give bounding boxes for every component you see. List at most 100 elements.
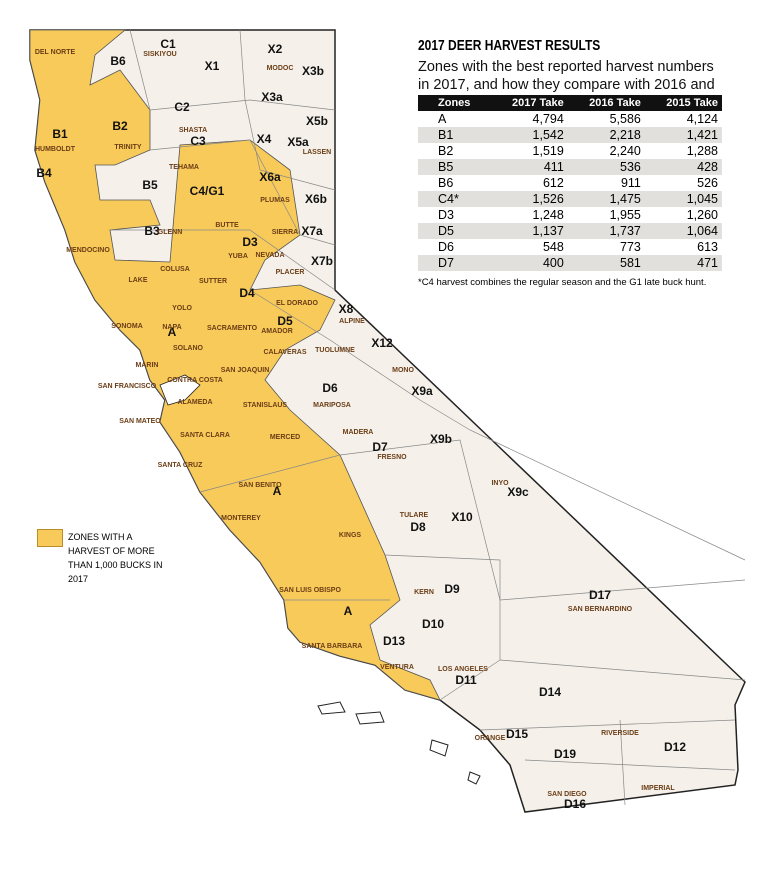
zone-label: X4: [257, 132, 272, 146]
table-cell: A: [438, 112, 447, 126]
county-label: RIVERSIDE: [601, 730, 639, 737]
zone-label: X3a: [261, 90, 283, 104]
zone-label: X6a: [259, 170, 281, 184]
county-label: SHASTA: [179, 127, 207, 134]
table-cell: C4*: [418, 191, 491, 207]
county-label: MARIN: [136, 362, 159, 369]
table-row: D5 1,137 1,737 1,064: [418, 223, 722, 239]
county-label: SACRAMENTO: [207, 325, 258, 332]
county-label: MENDOCINO: [66, 247, 110, 254]
zone-label: D19: [554, 747, 576, 761]
table-row: D6 548 773 613: [418, 239, 722, 255]
zone-label: D15: [506, 727, 528, 741]
county-label: SOLANO: [173, 345, 204, 352]
zone-label: A: [168, 325, 177, 339]
table-cell: 2,240: [609, 144, 641, 158]
zone-label: A: [273, 484, 282, 498]
zone-label: D3: [242, 235, 258, 249]
zone-label: B1: [52, 127, 68, 141]
zone-label: D6: [322, 381, 338, 395]
table-cell: 1,519: [532, 144, 564, 158]
zone-label: C4/G1: [190, 184, 225, 198]
table-cell: 1,526: [490, 191, 568, 207]
zone-label: B6: [110, 54, 126, 68]
table-cell: D3: [438, 208, 454, 222]
county-label: SANTA CLARA: [180, 432, 230, 439]
county-label: DEL NORTE: [35, 49, 76, 56]
table-cell: 1,955: [609, 208, 641, 222]
zone-label: A: [344, 604, 353, 618]
table-cell: 5,586: [609, 112, 641, 126]
table-cell: 581: [567, 255, 645, 271]
table-cell: 400: [490, 255, 568, 271]
county-label: BUTTE: [215, 222, 239, 229]
zone-label: D11: [455, 673, 477, 687]
zone-label: C2: [174, 100, 190, 114]
zone-label: X5b: [306, 114, 328, 128]
zone-label: X10: [451, 510, 473, 524]
zone-label: D7: [372, 440, 388, 454]
county-label: SAN DIEGO: [547, 791, 587, 798]
table-row: B6 612 911 526: [418, 175, 722, 191]
table-row: B2 1,519 2,240 1,288: [418, 143, 722, 159]
table-cell: 428: [644, 159, 722, 175]
county-label: INYO: [491, 480, 509, 487]
county-label: VENTURA: [380, 664, 414, 671]
table-header: 2016 Take: [567, 95, 645, 111]
county-label: LASSEN: [303, 149, 331, 156]
county-label: SAN BENITO: [238, 482, 282, 489]
table-cell: 1,260: [686, 208, 718, 222]
zone-label: X12: [371, 336, 393, 350]
table-cell: 471: [644, 255, 722, 271]
table-cell: 526: [697, 176, 718, 190]
county-label: ALPINE: [339, 318, 365, 325]
county-label: NAPA: [162, 324, 181, 331]
table-row: B1 1,542 2,218 1,421: [418, 127, 722, 143]
zone-label: X2: [268, 42, 283, 56]
zone-label: X8: [339, 302, 354, 316]
county-label: LOS ANGELES: [438, 666, 488, 673]
county-label: TEHAMA: [169, 164, 199, 171]
county-label: FRESNO: [377, 454, 407, 461]
county-label: TUOLUMNE: [315, 347, 355, 354]
table-cell: 613: [697, 240, 718, 254]
county-label: SANTA BARBARA: [302, 643, 363, 650]
county-label: SAN LUIS OBISPO: [279, 587, 341, 594]
zone-label: X9a: [411, 384, 433, 398]
table-cell: 1,045: [644, 191, 722, 207]
county-label: KINGS: [339, 532, 362, 539]
table-header: Zones: [418, 95, 491, 111]
subtitle: Zones with the best reported harvest num…: [418, 59, 715, 111]
table-cell: D6: [438, 240, 454, 254]
county-label: EL DORADO: [276, 300, 318, 307]
table-cell: 612: [542, 176, 564, 190]
table-row: C4* 1,526 1,475 1,045: [418, 191, 722, 207]
county-label: ALAMEDA: [178, 399, 213, 406]
county-label: NEVADA: [255, 252, 284, 259]
zone-label: B4: [36, 166, 52, 180]
footnote: *C4 harvest combines the regular season …: [418, 277, 707, 288]
county-label: PLACER: [276, 269, 305, 276]
county-label: IMPERIAL: [641, 785, 675, 792]
county-label: STANISLAUS: [243, 402, 288, 409]
county-label: YOLO: [172, 305, 192, 312]
table-cell: 773: [620, 240, 641, 254]
county-label: MERCED: [270, 434, 300, 441]
table-cell: D7: [418, 255, 491, 271]
bay: [159, 374, 201, 406]
zone-label: X5a: [287, 135, 309, 149]
zone-label: D16: [564, 797, 586, 811]
table-cell: 536: [567, 159, 645, 175]
table-row: D3 1,248 1,955 1,260: [418, 207, 722, 223]
zone-label: B5: [142, 178, 158, 192]
county-label: MONO: [392, 367, 414, 374]
county-label: ORANGE: [475, 735, 506, 742]
county-label: AMADOR: [261, 328, 293, 335]
county-label: SIERRA: [272, 229, 298, 236]
zone-label: D4: [239, 286, 255, 300]
table-cell: 1,737: [567, 223, 645, 239]
zone-label: C1: [160, 37, 176, 51]
table-cell: 2,218: [567, 127, 645, 143]
county-label: TULARE: [400, 512, 429, 519]
